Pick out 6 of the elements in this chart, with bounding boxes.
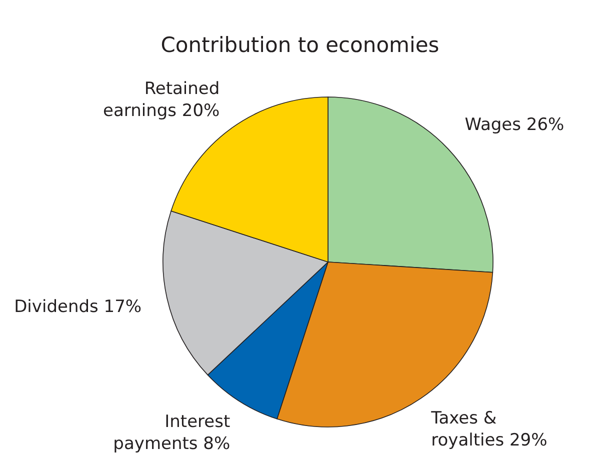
- slice-label: Taxes & royalties 29%: [430, 408, 548, 450]
- chart-title: Contribution to economies: [160, 33, 440, 57]
- slice-label: Wages 26%: [464, 115, 564, 136]
- slice-label: Retained earnings 20%: [102, 79, 220, 122]
- slice-label: Dividends 17%: [14, 296, 142, 317]
- slice-label: Interest payments 8%: [113, 412, 230, 454]
